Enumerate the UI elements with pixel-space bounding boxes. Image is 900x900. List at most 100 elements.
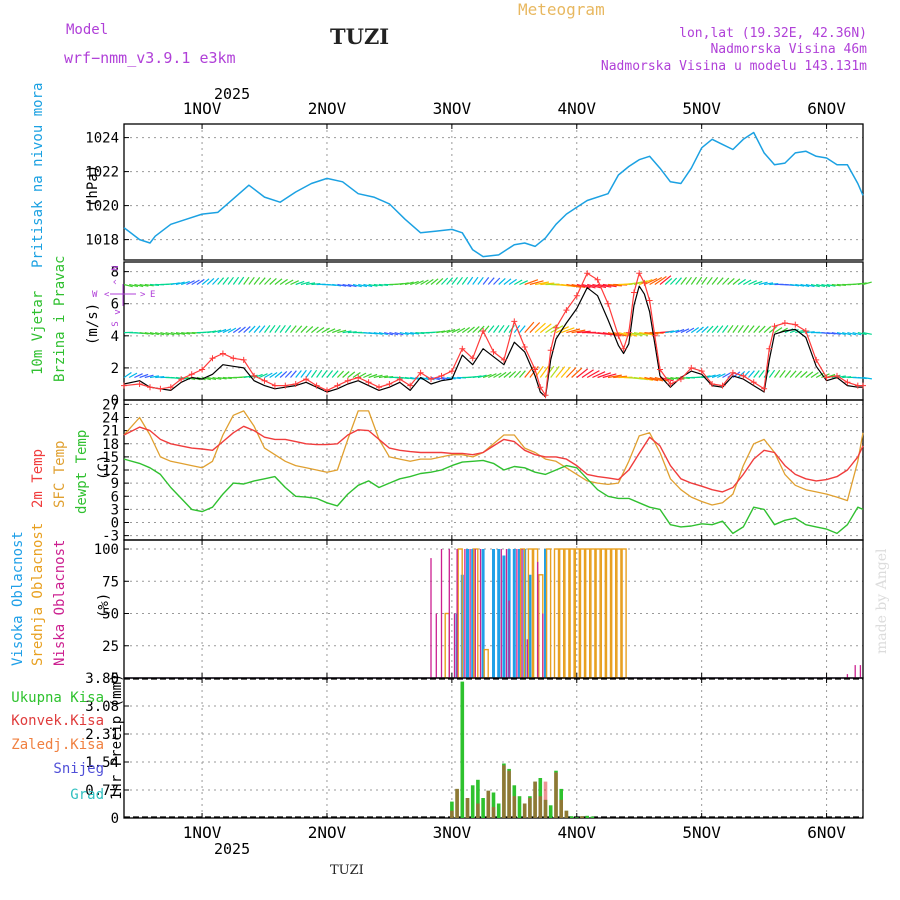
wind-arrow bbox=[342, 283, 352, 288]
wind-arrow bbox=[279, 324, 286, 333]
wind-arrow bbox=[368, 283, 378, 287]
temp-dewpt-title: dewpt Temp bbox=[74, 430, 90, 514]
wind-arrow bbox=[519, 370, 526, 378]
wind-arrow bbox=[810, 372, 819, 378]
wind-arrow bbox=[337, 283, 347, 287]
wind-arrow bbox=[727, 324, 734, 333]
wind-arrow bbox=[284, 325, 292, 333]
wind-arrow bbox=[441, 329, 451, 334]
wind-arrow bbox=[847, 332, 857, 336]
wind-arrow bbox=[826, 332, 836, 335]
precip-total-bar bbox=[450, 801, 454, 818]
y-tick-label: 3.85 bbox=[85, 671, 119, 687]
wind-arrow bbox=[290, 370, 297, 378]
model-elevation-label: Nadmorska Visina u modelu 143.131m bbox=[601, 59, 867, 74]
wind-arrow bbox=[669, 277, 678, 285]
wind-arrow bbox=[477, 374, 487, 379]
wind-arrow bbox=[514, 279, 523, 286]
wind-arrow bbox=[430, 376, 440, 381]
wind-arrow bbox=[675, 277, 682, 285]
wind-arrow bbox=[435, 277, 444, 285]
y-tick-label: 2.31 bbox=[85, 727, 119, 743]
wind-arrow bbox=[467, 326, 475, 334]
wind-arrow bbox=[571, 367, 583, 378]
precip-conv-bar bbox=[465, 798, 470, 818]
wind-arrow bbox=[347, 283, 357, 288]
precip-total-bar bbox=[548, 805, 553, 818]
wind-arrow bbox=[160, 332, 170, 336]
y-tick-label: 2 bbox=[111, 361, 119, 377]
gust-marker bbox=[651, 332, 658, 339]
cloud-mid-bar bbox=[600, 548, 606, 679]
cloud-mid-title: Srednja Oblacnost bbox=[30, 523, 46, 666]
wind-arrow bbox=[128, 372, 138, 379]
gust-marker bbox=[490, 348, 497, 355]
wind-arrow bbox=[487, 277, 495, 285]
wind-arrow bbox=[222, 376, 232, 380]
gust-marker bbox=[209, 355, 216, 362]
gust-marker bbox=[781, 320, 788, 326]
wind-arrow bbox=[519, 280, 528, 286]
cloud-mid-bar bbox=[616, 548, 622, 679]
wind-arrow bbox=[602, 373, 617, 379]
precip-conv-bar bbox=[450, 810, 454, 818]
gust-marker bbox=[688, 364, 695, 371]
gust-marker bbox=[355, 374, 362, 381]
wind-arrow bbox=[373, 332, 383, 335]
wind-arrow bbox=[831, 332, 841, 335]
wind-subtitle: Brzina i Pravac bbox=[52, 256, 68, 382]
bottom-day-label: 5NOV bbox=[682, 823, 721, 842]
gust-marker bbox=[334, 382, 341, 389]
precip-total-bar bbox=[476, 779, 480, 818]
bottom-day-label: 1NOV bbox=[183, 823, 222, 842]
wind-arrow bbox=[800, 371, 808, 378]
wind-arrow bbox=[524, 321, 535, 333]
wind-arrow bbox=[607, 283, 622, 287]
wind-arrow bbox=[498, 371, 507, 378]
wind-arrow bbox=[368, 332, 378, 335]
wind-arrow bbox=[644, 277, 658, 286]
gust-marker bbox=[313, 382, 320, 389]
y-tick-label: 1020 bbox=[85, 199, 119, 215]
wind-arrow bbox=[305, 326, 314, 334]
gust-marker bbox=[365, 379, 372, 386]
temp-dewpt-line bbox=[123, 458, 864, 535]
wind-arrow bbox=[269, 372, 278, 378]
precip-conv-bar bbox=[491, 807, 496, 818]
wind-arrow bbox=[123, 372, 132, 378]
lonlat-label: lon,lat (19.32E, 42.36N) bbox=[679, 26, 867, 41]
wind-arrow bbox=[212, 329, 222, 334]
wind-arrow bbox=[696, 326, 704, 334]
gust-marker bbox=[448, 368, 455, 375]
wind-arrow bbox=[690, 327, 700, 334]
grid-vertical bbox=[201, 540, 828, 678]
wind-arrow bbox=[566, 283, 581, 288]
wind-arrow bbox=[571, 283, 586, 289]
y-tick-label: 15 bbox=[102, 450, 119, 466]
wind-arrow bbox=[149, 375, 160, 379]
gust-marker bbox=[740, 372, 747, 379]
y-tick-label: 1024 bbox=[85, 131, 119, 147]
wind-arrow bbox=[732, 324, 739, 333]
y-tick-label: 9 bbox=[111, 476, 119, 492]
wind-arrow bbox=[139, 373, 149, 379]
top-day-label: 6NOV bbox=[807, 99, 846, 118]
wind-arrow bbox=[711, 373, 721, 379]
wind-arrow bbox=[300, 325, 308, 334]
wind-arrow bbox=[461, 327, 471, 334]
precip-total-bar bbox=[585, 815, 589, 818]
wind-arrow bbox=[456, 276, 463, 285]
wind-arrow bbox=[472, 375, 482, 379]
compass-arrow-west-icon: < bbox=[104, 290, 110, 300]
gust-marker bbox=[584, 270, 591, 277]
cloud-mid-bar bbox=[605, 548, 612, 679]
gust-marker bbox=[292, 381, 299, 387]
wind-arrow bbox=[706, 276, 713, 285]
y-tick-label: 6 bbox=[111, 297, 119, 313]
compass-arrow-south-icon: v bbox=[113, 309, 123, 314]
wind-arrow bbox=[748, 280, 757, 286]
temp-sfc-line bbox=[123, 410, 864, 506]
y-tick-label: 18 bbox=[102, 437, 119, 453]
wind-arrow bbox=[493, 277, 501, 285]
